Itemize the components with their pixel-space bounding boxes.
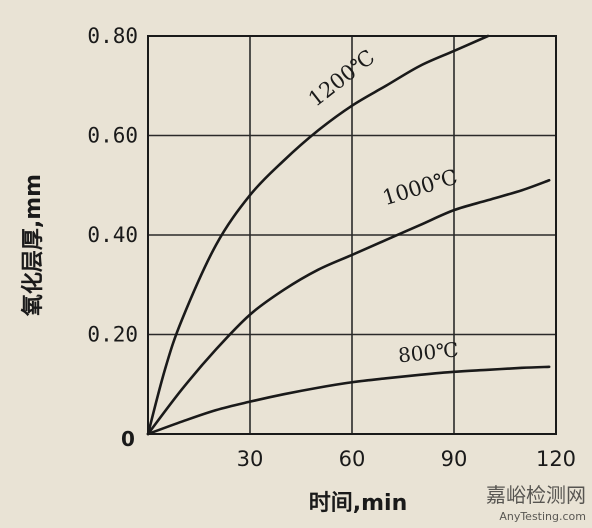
series-curve-2 — [146, 365, 551, 436]
series-curve-0 — [146, 34, 490, 436]
watermark-subtext: AnyTesting.com — [499, 510, 586, 523]
watermark-logo: 嘉峪检测网 — [486, 483, 586, 507]
y-tick-label: 0.20 — [87, 323, 138, 347]
y-axis-label: 氧化层厚,mm — [20, 174, 46, 317]
tick-labels: 30 60 90 120 0.20 0.40 0.60 0.80 — [87, 24, 576, 471]
y-tick-label: 0.80 — [87, 24, 138, 48]
plot-frame — [147, 35, 557, 435]
x-tick-label: 120 — [536, 447, 576, 471]
x-axis-label: 时间,min — [309, 491, 408, 516]
x-tick-label: 90 — [441, 447, 468, 471]
y-tick-label: 0.60 — [87, 124, 138, 148]
x-tick-label: 60 — [339, 447, 366, 471]
series-curve-1 — [146, 178, 551, 436]
x-tick-label: 30 — [237, 447, 264, 471]
data-curves — [146, 34, 551, 436]
y-tick-label: 0.40 — [87, 223, 138, 247]
origin-label: 0 — [121, 427, 135, 451]
